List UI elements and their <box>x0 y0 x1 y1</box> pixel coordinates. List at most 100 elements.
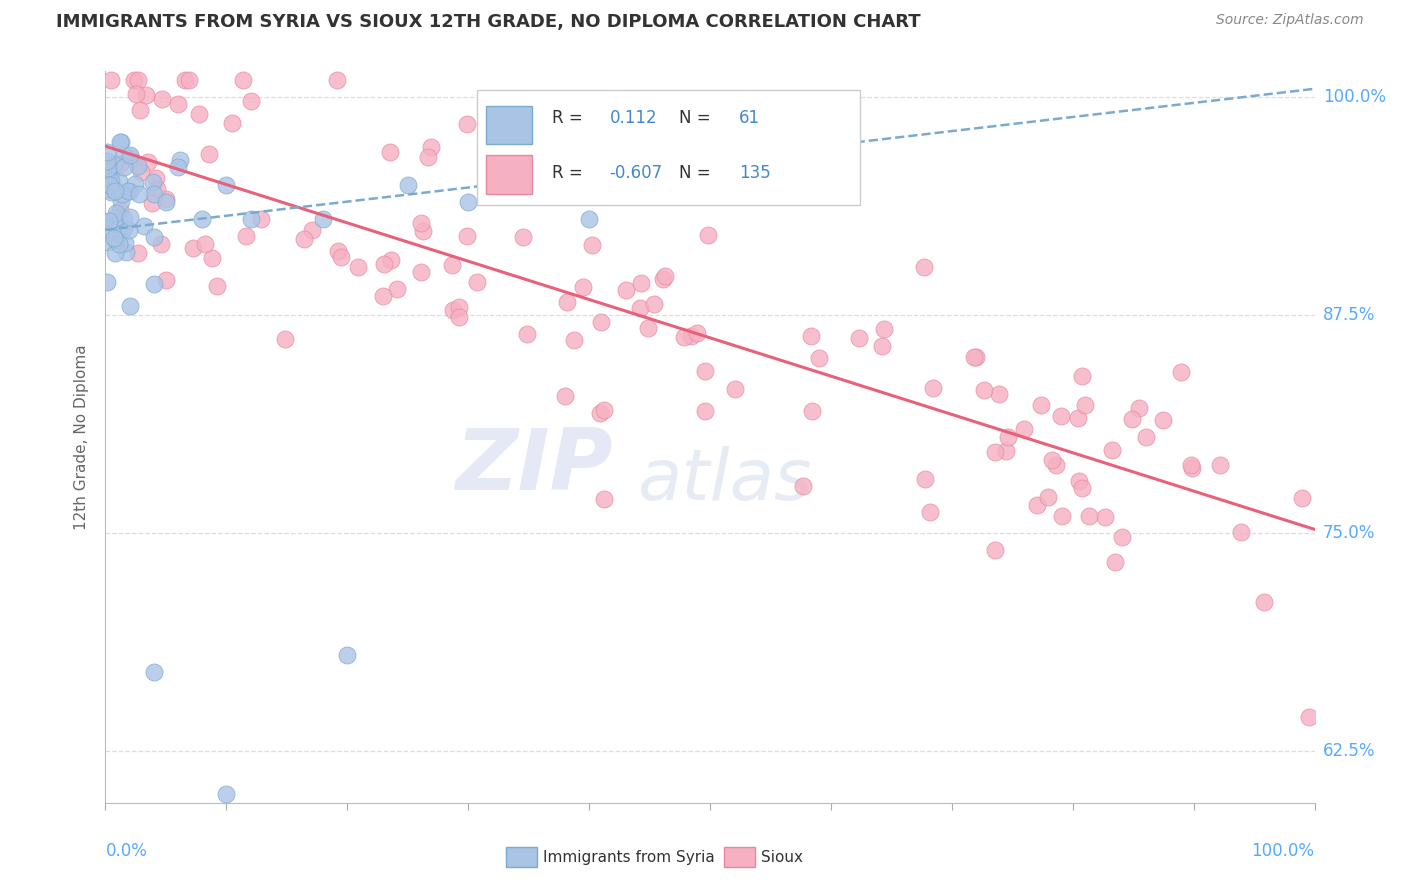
Point <box>1209 458 1232 472</box>
Text: 0.112: 0.112 <box>610 109 657 127</box>
Point <box>630 276 652 290</box>
Point <box>995 443 1018 458</box>
Point <box>1181 460 1204 475</box>
Point <box>118 223 141 237</box>
Point <box>112 148 135 162</box>
Point <box>1094 510 1116 524</box>
Point <box>457 194 479 209</box>
Point <box>100 186 122 200</box>
Point <box>456 228 478 243</box>
Point <box>166 97 188 112</box>
Point <box>96 221 118 235</box>
Point <box>114 245 136 260</box>
Point <box>759 178 782 192</box>
Point <box>145 182 167 196</box>
Point <box>110 135 132 149</box>
Point <box>593 492 616 507</box>
Point <box>169 153 191 168</box>
Point <box>110 194 132 208</box>
Point <box>912 260 935 274</box>
Point <box>149 237 172 252</box>
Point <box>1180 458 1202 473</box>
Point <box>1253 595 1275 609</box>
Text: R =: R = <box>551 109 588 127</box>
Point <box>1291 491 1313 506</box>
Point <box>873 321 896 335</box>
Point <box>1111 530 1133 544</box>
Point <box>696 228 718 243</box>
Point <box>1135 430 1157 444</box>
Point <box>988 387 1011 401</box>
Point <box>110 136 132 150</box>
Point <box>96 145 118 160</box>
Point <box>800 329 823 343</box>
Text: atlas: atlas <box>637 447 813 516</box>
Point <box>141 196 163 211</box>
Point <box>1050 508 1073 523</box>
Point <box>441 302 464 317</box>
Point <box>145 171 167 186</box>
Point <box>578 212 600 227</box>
Point <box>100 163 122 178</box>
Point <box>98 214 121 228</box>
Point <box>679 329 702 343</box>
Text: IMMIGRANTS FROM SYRIA VS SIOUX 12TH GRADE, NO DIPLOMA CORRELATION CHART: IMMIGRANTS FROM SYRIA VS SIOUX 12TH GRAD… <box>56 13 921 31</box>
Point <box>983 445 1005 459</box>
Point <box>1067 410 1090 425</box>
Text: 100.0%: 100.0% <box>1251 842 1315 860</box>
Point <box>167 160 190 174</box>
Point <box>396 178 419 192</box>
Point <box>96 215 118 229</box>
Point <box>723 382 745 396</box>
Point <box>312 212 335 227</box>
Point <box>240 94 263 108</box>
Text: 62.5%: 62.5% <box>1323 741 1375 760</box>
Point <box>651 272 673 286</box>
Point <box>1298 710 1320 724</box>
Point <box>589 406 612 420</box>
Text: Immigrants from Syria: Immigrants from Syria <box>543 850 714 864</box>
Point <box>1040 453 1063 467</box>
Point <box>1070 368 1092 383</box>
Point <box>104 245 127 260</box>
Point <box>191 212 214 227</box>
Point <box>1071 481 1094 495</box>
Point <box>188 107 211 121</box>
Point <box>118 300 141 314</box>
Point <box>1104 555 1126 569</box>
Text: Sioux: Sioux <box>761 850 803 864</box>
Point <box>1101 442 1123 457</box>
Point <box>274 332 297 346</box>
Point <box>239 212 262 227</box>
Text: 87.5%: 87.5% <box>1323 306 1375 324</box>
Point <box>155 192 177 206</box>
Point <box>174 73 197 87</box>
Point <box>801 404 824 418</box>
Point <box>96 171 118 186</box>
Point <box>373 289 395 303</box>
Text: N =: N = <box>679 164 716 182</box>
Point <box>373 256 395 270</box>
Point <box>142 277 165 291</box>
Point <box>142 229 165 244</box>
Point <box>117 185 139 199</box>
Point <box>150 92 173 106</box>
Point <box>110 157 132 171</box>
Point <box>232 73 254 87</box>
Point <box>120 151 142 165</box>
Point <box>654 269 676 284</box>
Point <box>1170 364 1192 378</box>
Point <box>643 297 665 311</box>
Point <box>1050 409 1073 424</box>
Point <box>142 665 165 680</box>
Text: R =: R = <box>551 164 588 182</box>
Point <box>235 228 257 243</box>
Point <box>848 331 870 345</box>
Point <box>555 294 578 309</box>
Point <box>447 310 470 325</box>
Point <box>554 389 576 403</box>
Text: -0.607: -0.607 <box>610 164 662 182</box>
Point <box>505 135 527 149</box>
FancyBboxPatch shape <box>477 90 860 205</box>
Point <box>693 364 716 378</box>
